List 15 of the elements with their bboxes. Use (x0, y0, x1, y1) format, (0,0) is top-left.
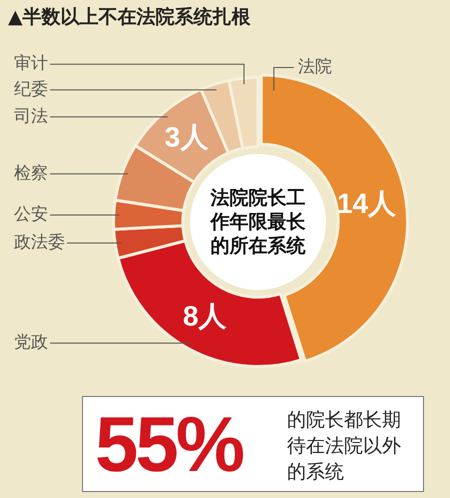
slice-label: 法院 (298, 56, 332, 77)
slice-label: 司法 (14, 106, 48, 126)
data-label: 14人 (336, 188, 398, 220)
slice-label: 党政 (14, 332, 48, 353)
text: 55% (95, 399, 242, 490)
text: 的院长都长期待在法院以外的系统 (287, 408, 402, 485)
chart-title: ▲半数以上不在法院系统扎根 (8, 5, 251, 30)
data-label: 8人 (182, 300, 228, 332)
data-label: 3人 (164, 121, 210, 152)
slice-label: 检察 (14, 163, 48, 184)
text: 法院院长工作年限最长的所在系统 (210, 186, 306, 258)
slice-label: 审计 (14, 54, 48, 74)
slice-label: 纪委 (14, 79, 48, 100)
slice-label: 政法委 (14, 232, 65, 252)
slice-label: 公安 (14, 204, 48, 224)
